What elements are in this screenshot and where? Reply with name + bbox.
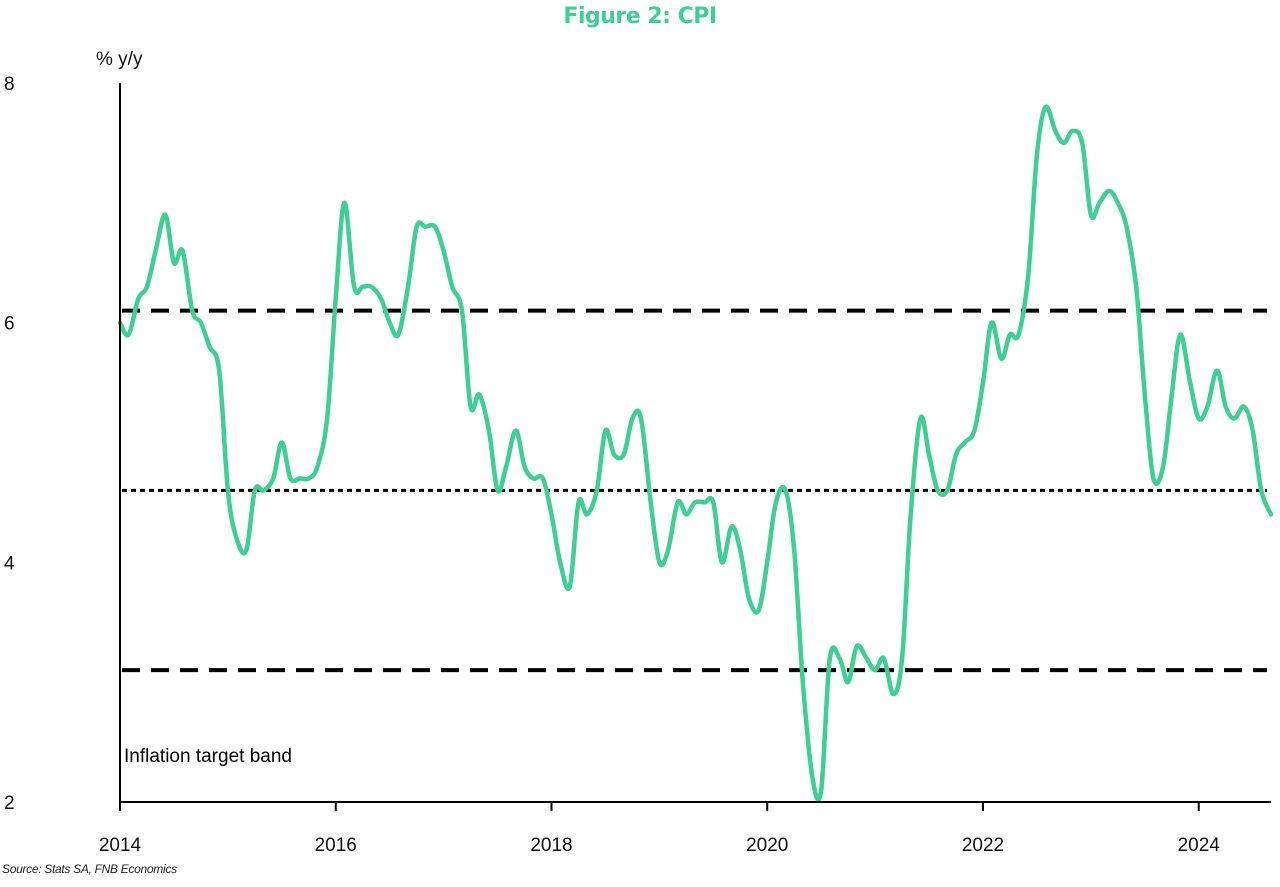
y-tick-labels: 2 4 6 8 <box>4 74 15 814</box>
y-tick-label-8: 8 <box>4 74 15 95</box>
target-band-annotation: Inflation target band <box>124 746 292 767</box>
x-tick-label-2024: 2024 <box>1178 835 1221 856</box>
x-tick-label-2016: 2016 <box>315 835 357 856</box>
source-note: Source: Stats SA, FNB Economics <box>2 862 177 876</box>
x-tick-labels: 2014 2016 2018 2020 2022 2024 <box>99 802 1220 856</box>
cpi-series-line <box>117 104 1274 802</box>
x-tick-label-2022: 2022 <box>962 835 1004 856</box>
chart-title: Figure 2: CPI <box>563 4 717 29</box>
y-tick-label-6: 6 <box>4 314 15 335</box>
target-band-lines <box>122 308 1267 673</box>
y-axis-label: % y/y <box>96 49 143 70</box>
x-tick-label-2018: 2018 <box>530 835 572 856</box>
y-tick-label-4: 4 <box>4 553 15 574</box>
x-tick-label-2020: 2020 <box>746 835 788 856</box>
x-tick-label-2014: 2014 <box>99 835 142 856</box>
y-tick-label-2: 2 <box>4 793 15 814</box>
